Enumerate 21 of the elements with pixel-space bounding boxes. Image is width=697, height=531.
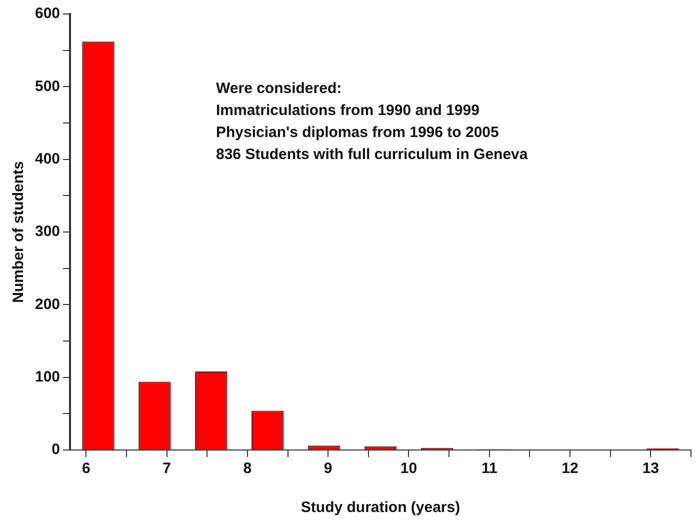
- y-tick-label: 100: [34, 368, 60, 386]
- annotation: Physician's diplomas from 1996 to 2005: [216, 123, 500, 143]
- y-tick-label: 600: [34, 5, 60, 22]
- x-tick-label: 12: [562, 460, 578, 478]
- y-tick-label: 300: [34, 223, 60, 240]
- annotation: Were considered:: [216, 79, 343, 99]
- x-tick-label: 8: [243, 460, 252, 478]
- x-tick-label: 10: [400, 460, 418, 478]
- x-tick-label: 13: [642, 460, 660, 478]
- annotation: Immatriculations from 1990 and 1999: [216, 101, 480, 121]
- y-tick-label: 200: [34, 296, 60, 313]
- x-axis-title: Study duration (years): [300, 499, 460, 516]
- x-tick-label: 7: [162, 460, 171, 478]
- annotation: 836 Students with full curriculum in Geneva: [216, 145, 528, 165]
- x-tick-label: 6: [82, 460, 90, 478]
- x-tick-label: 11: [481, 460, 498, 478]
- y-axis-title: Number of students: [10, 161, 28, 303]
- x-tick-label: 9: [324, 460, 332, 478]
- y-tick-label: 400: [34, 150, 60, 168]
- y-tick-label: 500: [34, 78, 60, 95]
- y-tick-label: 0: [52, 441, 60, 458]
